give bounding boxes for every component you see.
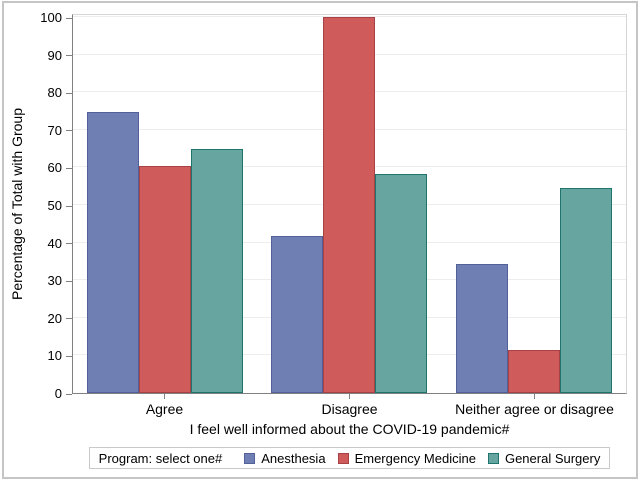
y-tick-40 — [66, 243, 72, 245]
y-tick-80 — [66, 92, 72, 94]
y-tick-30 — [66, 280, 72, 282]
legend-container: Program: select one# Anesthesia Emergency… — [72, 447, 627, 469]
y-tick-70 — [66, 130, 72, 132]
x-tick-disagree — [349, 394, 350, 399]
bar-group-neither-agree-or-disagree — [442, 15, 626, 393]
bar-agree-emergency-medicine — [139, 166, 192, 393]
x-category-label-agree: Agree — [145, 401, 184, 417]
y-tick-10 — [66, 355, 72, 357]
legend-item-emergency-medicine: Emergency Medicine — [337, 450, 476, 466]
bar-disagree-anesthesia — [271, 236, 324, 393]
legend-title: Program: select one# — [98, 450, 223, 466]
x-axis-title: I feel well informed about the COVID-19 … — [189, 421, 510, 437]
y-tick-90 — [66, 55, 72, 57]
y-tick-label-60: 60 — [47, 160, 62, 176]
bar-disagree-general-surgery — [375, 174, 428, 393]
bar-disagree-emergency-medicine — [323, 17, 376, 393]
y-tick-20 — [66, 318, 72, 320]
y-tick-label-100: 100 — [40, 10, 62, 25]
legend-item-anesthesia: Anesthesia — [244, 450, 326, 466]
legend-items: Anesthesia Emergency Medicine General Surg… — [244, 451, 600, 466]
bar-group-disagree — [257, 15, 441, 393]
y-tick-label-40: 40 — [47, 235, 62, 251]
y-tick-100 — [66, 17, 72, 19]
y-tick-label-20: 20 — [47, 310, 62, 326]
bar-agree-anesthesia — [87, 112, 140, 393]
bar-groups — [73, 15, 626, 393]
legend-item-label: Emergency Medicine — [354, 450, 476, 466]
legend-swatch-emergency-medicine — [337, 452, 349, 464]
bar-neither-agree-or-disagree-general-surgery — [559, 188, 612, 393]
y-tick-label-90: 90 — [47, 47, 62, 63]
plot-area — [72, 14, 627, 394]
bar-group-agree — [73, 15, 257, 393]
x-tick-neither-agree-or-disagree — [534, 394, 535, 399]
legend-item-label: Anesthesia — [261, 450, 326, 466]
bar-neither-agree-or-disagree-emergency-medicine — [507, 350, 560, 393]
y-tick-label-30: 30 — [47, 273, 62, 289]
bar-agree-general-surgery — [191, 149, 244, 393]
y-tick-60 — [66, 167, 72, 169]
y-tick-label-70: 70 — [47, 122, 62, 138]
legend-swatch-general-surgery — [487, 452, 499, 464]
x-category-label-neither-agree-or-disagree: Neither agree or disagree — [455, 401, 614, 417]
y-tick-label-10: 10 — [47, 348, 62, 364]
y-tick-0 — [66, 393, 72, 395]
legend: Program: select one# Anesthesia Emergency… — [88, 447, 611, 469]
y-tick-label-0: 0 — [54, 386, 62, 401]
legend-item-general-surgery: General Surgery — [487, 450, 601, 466]
y-tick-label-80: 80 — [47, 85, 62, 101]
y-tick-label-50: 50 — [47, 198, 62, 213]
legend-swatch-anesthesia — [244, 452, 256, 464]
x-tick-agree — [164, 394, 165, 399]
gridline-100 — [73, 16, 626, 17]
y-tick-50 — [66, 205, 72, 207]
bar-neither-agree-or-disagree-anesthesia — [455, 264, 508, 393]
x-category-label-disagree: Disagree — [321, 401, 378, 417]
legend-item-label: General Surgery — [504, 450, 601, 466]
